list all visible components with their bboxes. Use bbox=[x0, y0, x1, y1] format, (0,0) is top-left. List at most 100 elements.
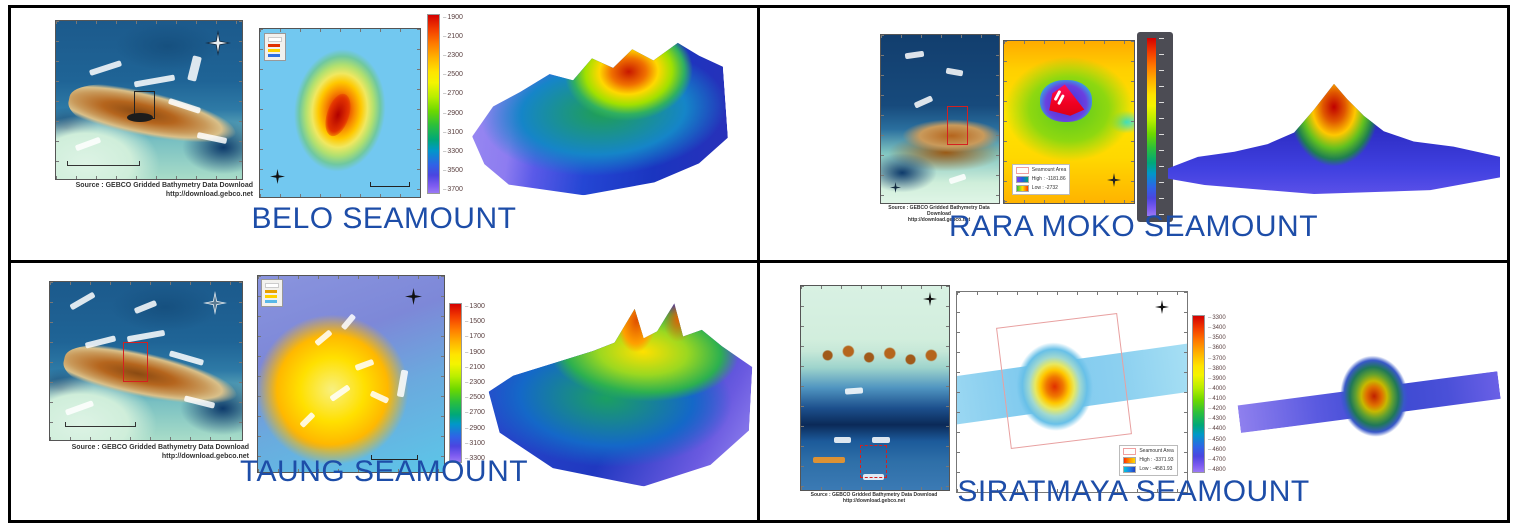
legend-swatch-low bbox=[1015, 184, 1029, 192]
seamount-name-tag bbox=[126, 112, 153, 123]
legend-high-label: High : -3371.93 bbox=[1139, 457, 1174, 463]
colorbar-tick: 3600 bbox=[1208, 345, 1225, 351]
colorbar-tick: 4800 bbox=[1208, 467, 1225, 473]
axis-ticks-left bbox=[881, 35, 884, 203]
study-area-box bbox=[947, 105, 968, 145]
colorbar-tick: 2100 bbox=[465, 364, 485, 372]
axis-ticks-left bbox=[1004, 41, 1007, 203]
colorbar-tick: 3300 bbox=[465, 455, 485, 463]
axis-ticks-top bbox=[801, 286, 949, 289]
axis-ticks-right bbox=[1184, 292, 1187, 492]
axis-ticks-bottom bbox=[258, 469, 444, 472]
axis-ticks-bottom bbox=[801, 487, 949, 490]
axis-ticks-bottom bbox=[1004, 200, 1134, 203]
panel-rara-moko: Source : GEBCO Gridded Bathymetry Data D… bbox=[760, 8, 1507, 263]
sirat-location-map bbox=[800, 285, 950, 491]
map-label-strip bbox=[89, 60, 124, 77]
colorbar-tick: 2300 bbox=[443, 52, 463, 60]
study-area-box bbox=[860, 445, 888, 478]
source-line-2: http://download.gebco.net bbox=[165, 191, 253, 198]
legend-swatch-low bbox=[1123, 466, 1137, 473]
axis-ticks-bottom bbox=[50, 437, 242, 440]
colorbar-tick: 1700 bbox=[465, 333, 485, 341]
source-line-2: http://download.gebco.net bbox=[907, 217, 971, 223]
colorbar-tick-labels: 1300 1500 1700 1900 2100 2300 2500 2700 2900 3100… bbox=[465, 303, 485, 463]
map-mini-legend bbox=[261, 279, 283, 307]
axis-ticks-top bbox=[50, 282, 242, 285]
axis-ticks-right bbox=[417, 29, 420, 197]
axis-ticks-top bbox=[957, 292, 1187, 295]
colorbar-tick: 3800 bbox=[1208, 366, 1225, 372]
seamount-mound-3d bbox=[1326, 346, 1428, 459]
study-area-box bbox=[122, 342, 148, 382]
axis-ticks-right bbox=[239, 282, 242, 440]
colorbar-tick: 2500 bbox=[465, 394, 485, 402]
sirat-3d-surface-view bbox=[1232, 327, 1506, 474]
belo-panel-title: BELO SEAMOUNT bbox=[251, 202, 517, 235]
map-label-strip bbox=[186, 55, 203, 82]
belo-bathymetry-map bbox=[259, 28, 421, 198]
axis-ticks-right bbox=[1131, 41, 1134, 203]
map-label-strip bbox=[69, 291, 96, 311]
rara-bathymetry-map: Seamount Area High : -1181.86 Low : -273… bbox=[1003, 40, 1135, 204]
belo-location-map bbox=[55, 20, 243, 180]
axis-ticks-bottom bbox=[260, 194, 420, 197]
map-label-strip bbox=[872, 436, 890, 443]
panel-belo: Source : GEBCO Gridded Bathymetry Data D… bbox=[11, 8, 760, 263]
axis-ticks-left bbox=[258, 276, 261, 472]
belo-colorbar: 1900 2100 2300 2500 2700 2900 3100 3300 3500 3700 bbox=[427, 14, 463, 194]
colorbar-tick: 2900 bbox=[443, 110, 463, 118]
legend-area-label: Seamount Area bbox=[1139, 448, 1174, 454]
colorbar-tick: 1500 bbox=[465, 318, 485, 326]
colorbar-tick: 3700 bbox=[1208, 356, 1225, 362]
colorbar-tick: 2900 bbox=[465, 425, 485, 433]
map-label-strip bbox=[74, 136, 101, 152]
compass-icon bbox=[269, 168, 285, 184]
colorbar-tick: 4600 bbox=[1208, 447, 1225, 453]
rara-colorbar bbox=[1137, 32, 1173, 222]
map-label-strip bbox=[833, 436, 852, 443]
seamount-figure-grid: Source : GEBCO Gridded Bathymetry Data D… bbox=[8, 5, 1510, 523]
colorbar-gradient bbox=[449, 303, 462, 463]
colorbar-tick: 3300 bbox=[443, 148, 463, 156]
axis-ticks-bottom bbox=[56, 176, 242, 179]
legend-swatch-area bbox=[1123, 448, 1137, 455]
map-label-strip bbox=[134, 300, 158, 315]
source-line-2: http://download.gebco.net bbox=[842, 498, 906, 504]
map-label-strip bbox=[65, 400, 95, 416]
axis-ticks-right bbox=[946, 286, 949, 490]
axis-ticks-bottom bbox=[957, 489, 1187, 492]
compass-icon bbox=[890, 181, 902, 193]
colorbar-tick: 3700 bbox=[443, 186, 463, 194]
legend-swatch-area bbox=[1015, 166, 1029, 174]
panel-taung: Source : GEBCO Gridded Bathymetry Data D… bbox=[11, 263, 760, 520]
rara-3d-surface-view bbox=[1168, 83, 1500, 194]
seamount-area-outline bbox=[996, 313, 1132, 449]
sirat-source-caption: Source : GEBCO Gridded Bathymetry Data D… bbox=[800, 492, 948, 504]
legend-area-label: Seamount Area bbox=[1031, 166, 1067, 173]
colorbar-tick-marks bbox=[1158, 38, 1164, 216]
taung-colorbar: 1300 1500 1700 1900 2100 2300 2500 2700 2900 3100… bbox=[449, 303, 485, 463]
taung-panel-title: TAUNG SEAMOUNT bbox=[239, 455, 529, 488]
taung-bathymetry-map bbox=[257, 275, 445, 473]
contour-label-strip bbox=[340, 313, 356, 331]
colorbar-tick: 3100 bbox=[443, 129, 463, 137]
axis-ticks-left bbox=[50, 282, 53, 440]
colorbar-tick: 1900 bbox=[465, 349, 485, 357]
colorbar-tick: 2100 bbox=[443, 33, 463, 41]
sirat-map-legend: Seamount Area High : -3371.93 Low : -458… bbox=[1119, 445, 1178, 476]
map-label-strip bbox=[126, 329, 166, 342]
sirat-bathymetry-map: Seamount Area High : -3371.93 Low : -458… bbox=[956, 291, 1188, 493]
axis-ticks-top bbox=[260, 29, 420, 32]
colorbar-tick: 2300 bbox=[465, 379, 485, 387]
colorbar-gradient bbox=[1192, 315, 1205, 473]
colorbar-tick: 2700 bbox=[443, 90, 463, 98]
belo-source-caption: Source : GEBCO Gridded Bathymetry Data D… bbox=[51, 181, 253, 199]
map-mini-legend bbox=[264, 33, 286, 61]
colorbar-tick: 4200 bbox=[1208, 406, 1225, 412]
colorbar-tick: 4700 bbox=[1208, 457, 1225, 463]
rara-source-caption: Source : GEBCO Gridded Bathymetry Data D… bbox=[880, 205, 998, 223]
source-line-1: Source : GEBCO Gridded Bathymetry Data D… bbox=[71, 444, 249, 451]
contour-label-strip bbox=[397, 369, 410, 398]
